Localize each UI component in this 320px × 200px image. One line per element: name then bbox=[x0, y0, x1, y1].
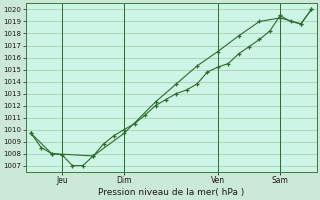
X-axis label: Pression niveau de la mer( hPa ): Pression niveau de la mer( hPa ) bbox=[98, 188, 244, 197]
